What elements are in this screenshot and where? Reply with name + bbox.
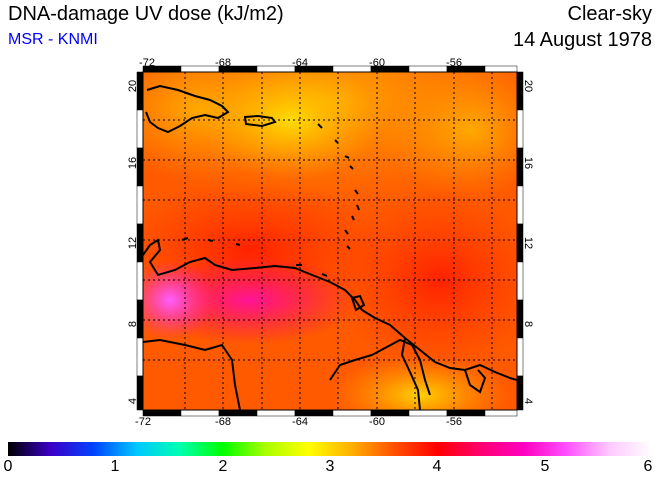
lat-tick-left-1: 8	[127, 321, 139, 327]
frame-segment	[136, 261, 144, 301]
frame-segment	[516, 185, 524, 225]
map-date: 14 August 1978	[512, 29, 652, 51]
colorbar-label-0: 0	[3, 458, 13, 475]
lon-tick-top-1: -68	[215, 57, 231, 69]
lat-tick-left-2: 12	[127, 237, 139, 249]
lon-tick-top-2: -64	[292, 57, 308, 69]
guyana-border	[400, 337, 421, 410]
frame-segment	[332, 65, 372, 73]
colorbar-label-5: 5	[540, 458, 550, 475]
colorbar-label-4: 4	[432, 458, 442, 475]
lon-tick-bottom-1: -68	[215, 416, 231, 428]
lon-tick-top-0: -72	[139, 57, 155, 69]
frame-segment	[136, 337, 144, 377]
lon-tick-top-3: -60	[369, 57, 385, 69]
frame-segment	[136, 185, 144, 225]
frame-segment	[408, 409, 448, 417]
lat-tick-right-0: 4	[522, 398, 534, 404]
graticule	[143, 72, 517, 410]
colorbar-label-1: 1	[110, 458, 120, 475]
frame-segment	[332, 409, 372, 417]
frame-segment	[484, 409, 518, 417]
frame-segment	[180, 409, 220, 417]
source-label: MSR - KNMI	[8, 31, 98, 48]
frame-segment	[516, 337, 524, 377]
colorbar	[8, 442, 652, 456]
frame-segment	[136, 299, 144, 339]
colorbar-label-3: 3	[325, 458, 335, 475]
lat-tick-right-2: 12	[522, 237, 534, 249]
hispaniola-coast	[145, 84, 230, 134]
lat-tick-right-4: 20	[522, 80, 534, 92]
colorbar-label-2: 2	[218, 458, 228, 475]
frame-segment	[516, 109, 524, 149]
frame-segment	[136, 109, 144, 149]
map-title: DNA-damage UV dose (kJ/m2)	[8, 3, 284, 25]
lat-tick-left-0: 4	[127, 398, 139, 404]
trinidad	[350, 294, 366, 312]
sky-condition: Clear-sky	[567, 3, 652, 25]
inland-border-1	[143, 338, 241, 410]
lon-tick-bottom-4: -56	[446, 416, 462, 428]
lon-tick-bottom-2: -64	[292, 416, 308, 428]
frame-segment	[484, 65, 518, 73]
frame-segment	[256, 409, 296, 417]
lat-tick-left-4: 20	[127, 80, 139, 92]
lat-tick-right-1: 8	[522, 321, 534, 327]
colorbar-label-6: 6	[643, 458, 653, 475]
frame-segment	[516, 299, 524, 339]
south-america-coast	[143, 238, 517, 381]
frame-segment	[180, 65, 220, 73]
frame-segment	[516, 375, 524, 411]
map-frame	[136, 65, 524, 417]
map-border	[142, 71, 518, 411]
lat-tick-right-3: 16	[522, 157, 534, 169]
frame-segment	[256, 65, 296, 73]
frame-segment	[516, 261, 524, 301]
coastlines	[143, 84, 517, 410]
lon-tick-bottom-0: -72	[135, 416, 151, 428]
suriname-border	[464, 369, 487, 394]
inland-border-2	[329, 338, 431, 396]
lat-tick-left-3: 16	[127, 157, 139, 169]
lesser-antilles	[317, 123, 360, 250]
frame-segment	[408, 65, 448, 73]
puerto-rico-coast	[243, 114, 277, 128]
lon-tick-bottom-3: -60	[369, 416, 385, 428]
lon-tick-top-4: -56	[446, 57, 462, 69]
